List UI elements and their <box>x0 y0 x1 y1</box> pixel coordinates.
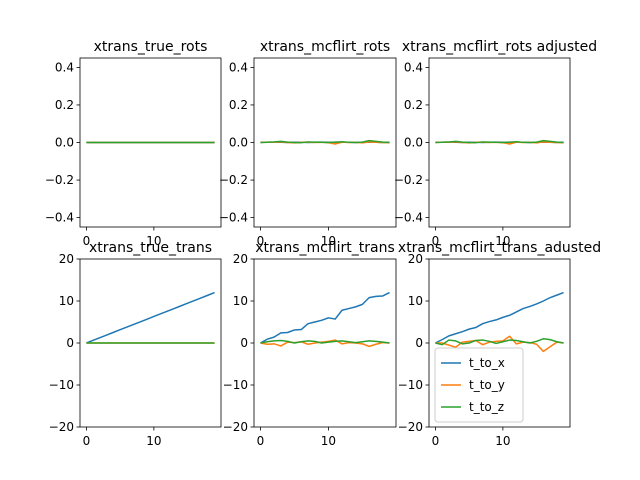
y-tick-label: 20 <box>59 252 74 266</box>
x-tick-label: 10 <box>321 234 336 248</box>
y-tick-label: −0.4 <box>394 211 423 225</box>
y-tick-label: −0.2 <box>394 173 423 187</box>
x-tick-label: 10 <box>321 434 336 448</box>
x-tick-label: 10 <box>146 434 161 448</box>
subplot-title: xtrans_mcflirt_trans <box>255 240 395 256</box>
y-tick-label: −10 <box>398 378 423 392</box>
x-tick-label: 10 <box>146 234 161 248</box>
series-line-3 <box>260 339 390 344</box>
subplot-title: xtrans_mcflirt_rots adjusted <box>402 39 597 55</box>
subplot-title: xtrans_true_trans <box>89 240 212 256</box>
x-tick-label: 0 <box>432 434 440 448</box>
y-tick-label: 0.0 <box>55 136 74 150</box>
x-tick-label: 0 <box>257 434 265 448</box>
legend-label: t_to_y <box>469 378 505 392</box>
y-tick-label: −20 <box>398 420 423 434</box>
y-tick-label: 10 <box>59 294 74 308</box>
y-tick-label: 0.2 <box>55 98 74 112</box>
y-tick-label: −0.2 <box>219 173 248 187</box>
series-line-1 <box>260 291 390 344</box>
y-tick-label: 0 <box>240 336 248 350</box>
series-line-3 <box>435 338 564 346</box>
y-tick-label: −10 <box>49 378 74 392</box>
y-tick-label: 10 <box>233 294 248 308</box>
subplot-1: xtrans_true_rots 0 10 −0.4 −0.2 0.0 0.2 0.4 <box>45 39 222 248</box>
y-tick-label: −0.4 <box>45 211 74 225</box>
legend-box <box>434 347 524 423</box>
x-tick-label: 0 <box>83 234 91 248</box>
legend: t_to_x t_to_y t_to_z <box>434 347 524 423</box>
y-tick-label: 10 <box>408 294 423 308</box>
subplot-3: xtrans_mcflirt_rots adjusted 0 10 −0.4 −0.2 0… <box>394 39 597 248</box>
series-line-3 <box>260 139 390 144</box>
x-tick-label: 0 <box>432 234 440 248</box>
y-tick-label: 0.4 <box>55 60 74 74</box>
y-tick-label: 0 <box>415 336 423 350</box>
y-tick-label: 0.4 <box>229 60 248 74</box>
x-tick-label: 0 <box>257 234 265 248</box>
subplot-4: xtrans_true_trans 0 10 −20 −10 0 10 20 <box>49 240 222 448</box>
legend-label: t_to_x <box>469 356 505 370</box>
y-tick-label: 0 <box>66 336 74 350</box>
series-line-2 <box>260 339 390 348</box>
series-line-2 <box>435 335 564 353</box>
y-tick-label: 0.4 <box>404 60 423 74</box>
y-tick-label: −10 <box>223 378 248 392</box>
x-tick-label: 10 <box>495 434 510 448</box>
y-tick-label: 0.2 <box>229 98 248 112</box>
subplot-2: xtrans_mcflirt_rots 0 10 −0.4 −0.2 0.0 0.2 0.4 <box>219 39 397 248</box>
series-line-1 <box>435 291 564 344</box>
y-tick-label: −20 <box>223 420 248 434</box>
subplot-title: xtrans_true_rots <box>94 39 208 55</box>
subplot-title: xtrans_mcflirt_trans_adusted <box>398 240 601 256</box>
y-tick-label: 0.0 <box>229 136 248 150</box>
series-line-1 <box>86 291 215 344</box>
y-tick-label: 0.0 <box>404 136 423 150</box>
y-tick-label: 0.2 <box>404 98 423 112</box>
subplot-5: xtrans_mcflirt_trans 0 10 −20 −10 0 10 20 <box>223 240 397 448</box>
x-tick-label: 10 <box>495 234 510 248</box>
subplot-6: xtrans_mcflirt_trans_adusted 0 10 −20 −10 0 10… <box>398 240 601 448</box>
legend-label: t_to_z <box>469 400 504 414</box>
series-line-3 <box>435 139 564 144</box>
y-tick-label: −20 <box>49 420 74 434</box>
subplot-title: xtrans_mcflirt_rots <box>260 39 390 55</box>
y-tick-label: 20 <box>233 252 248 266</box>
y-tick-label: −0.4 <box>219 211 248 225</box>
y-tick-label: 20 <box>408 252 423 266</box>
y-tick-label: −0.2 <box>45 173 74 187</box>
x-tick-label: 0 <box>83 434 91 448</box>
